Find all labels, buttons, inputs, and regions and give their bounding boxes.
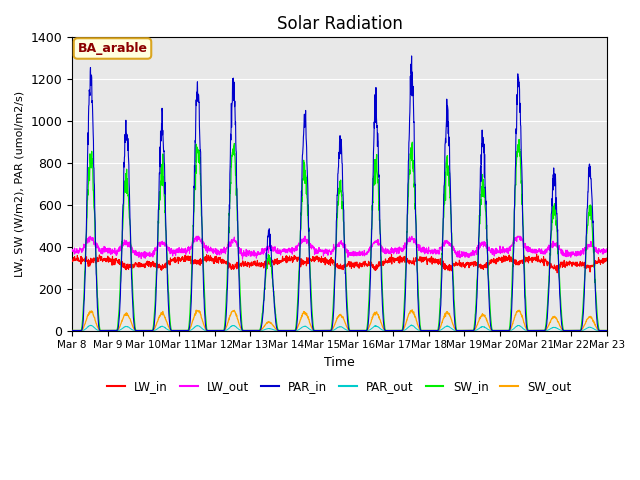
SW_in [603,328,611,334]
Title: Solar Radiation: Solar Radiation [276,15,403,33]
Line: PAR_in: PAR_in [72,56,607,331]
Y-axis label: LW, SW (W/m2), PAR (umol/m2/s): LW, SW (W/m2), PAR (umol/m2/s) [15,91,25,277]
SW_in [495,328,502,334]
PAR_in [355,328,362,334]
SW_in [355,328,362,334]
LW_out [603,246,611,252]
PAR_out [571,328,579,334]
LW_in [554,270,561,276]
PAR_in [556,290,563,296]
LW_out [495,248,503,253]
Line: PAR_out: PAR_out [72,325,607,331]
SW_out [218,328,225,334]
SW_in [367,269,374,275]
Line: SW_out: SW_out [72,310,607,331]
SW_out [556,322,563,328]
PAR_in [218,328,225,334]
SW_out [571,328,579,334]
LW_out [68,248,76,254]
SW_out [68,328,76,334]
PAR_in [603,328,611,334]
SW_out [603,328,611,334]
PAR_out [68,328,76,334]
SW_in [218,328,225,334]
LW_in [556,264,564,269]
Line: LW_out: LW_out [72,236,607,259]
LW_in [495,258,502,264]
LW_in [532,251,540,257]
LW_out [218,251,225,257]
Line: SW_in: SW_in [72,140,607,331]
LW_in [571,261,579,266]
SW_in [68,328,76,334]
Text: BA_arable: BA_arable [77,42,147,55]
SW_in [556,280,563,286]
LW_out [86,233,94,239]
LW_in [603,258,611,264]
PAR_in [367,279,374,285]
PAR_out [367,327,374,333]
SW_out [355,328,362,334]
LW_out [367,247,374,253]
Line: LW_in: LW_in [72,254,607,273]
PAR_out [355,328,362,334]
LW_in [68,259,76,264]
LW_in [218,257,225,263]
SW_out [367,322,374,327]
PAR_out [603,328,611,334]
PAR_out [218,328,225,334]
PAR_in [495,328,502,334]
PAR_in [571,328,579,334]
PAR_out [408,322,415,328]
SW_out [408,307,416,313]
X-axis label: Time: Time [324,356,355,369]
LW_out [355,252,363,258]
SW_in [515,137,523,143]
LW_in [355,262,362,268]
LW_out [239,256,246,262]
PAR_out [495,328,502,334]
SW_out [495,328,502,334]
LW_out [571,253,579,259]
LW_in [367,262,374,268]
Legend: LW_in, LW_out, PAR_in, PAR_out, SW_in, SW_out: LW_in, LW_out, PAR_in, PAR_out, SW_in, S… [102,375,577,398]
PAR_out [556,327,563,333]
LW_out [556,246,564,252]
PAR_in [68,328,76,334]
PAR_in [408,53,415,59]
SW_in [571,328,579,334]
